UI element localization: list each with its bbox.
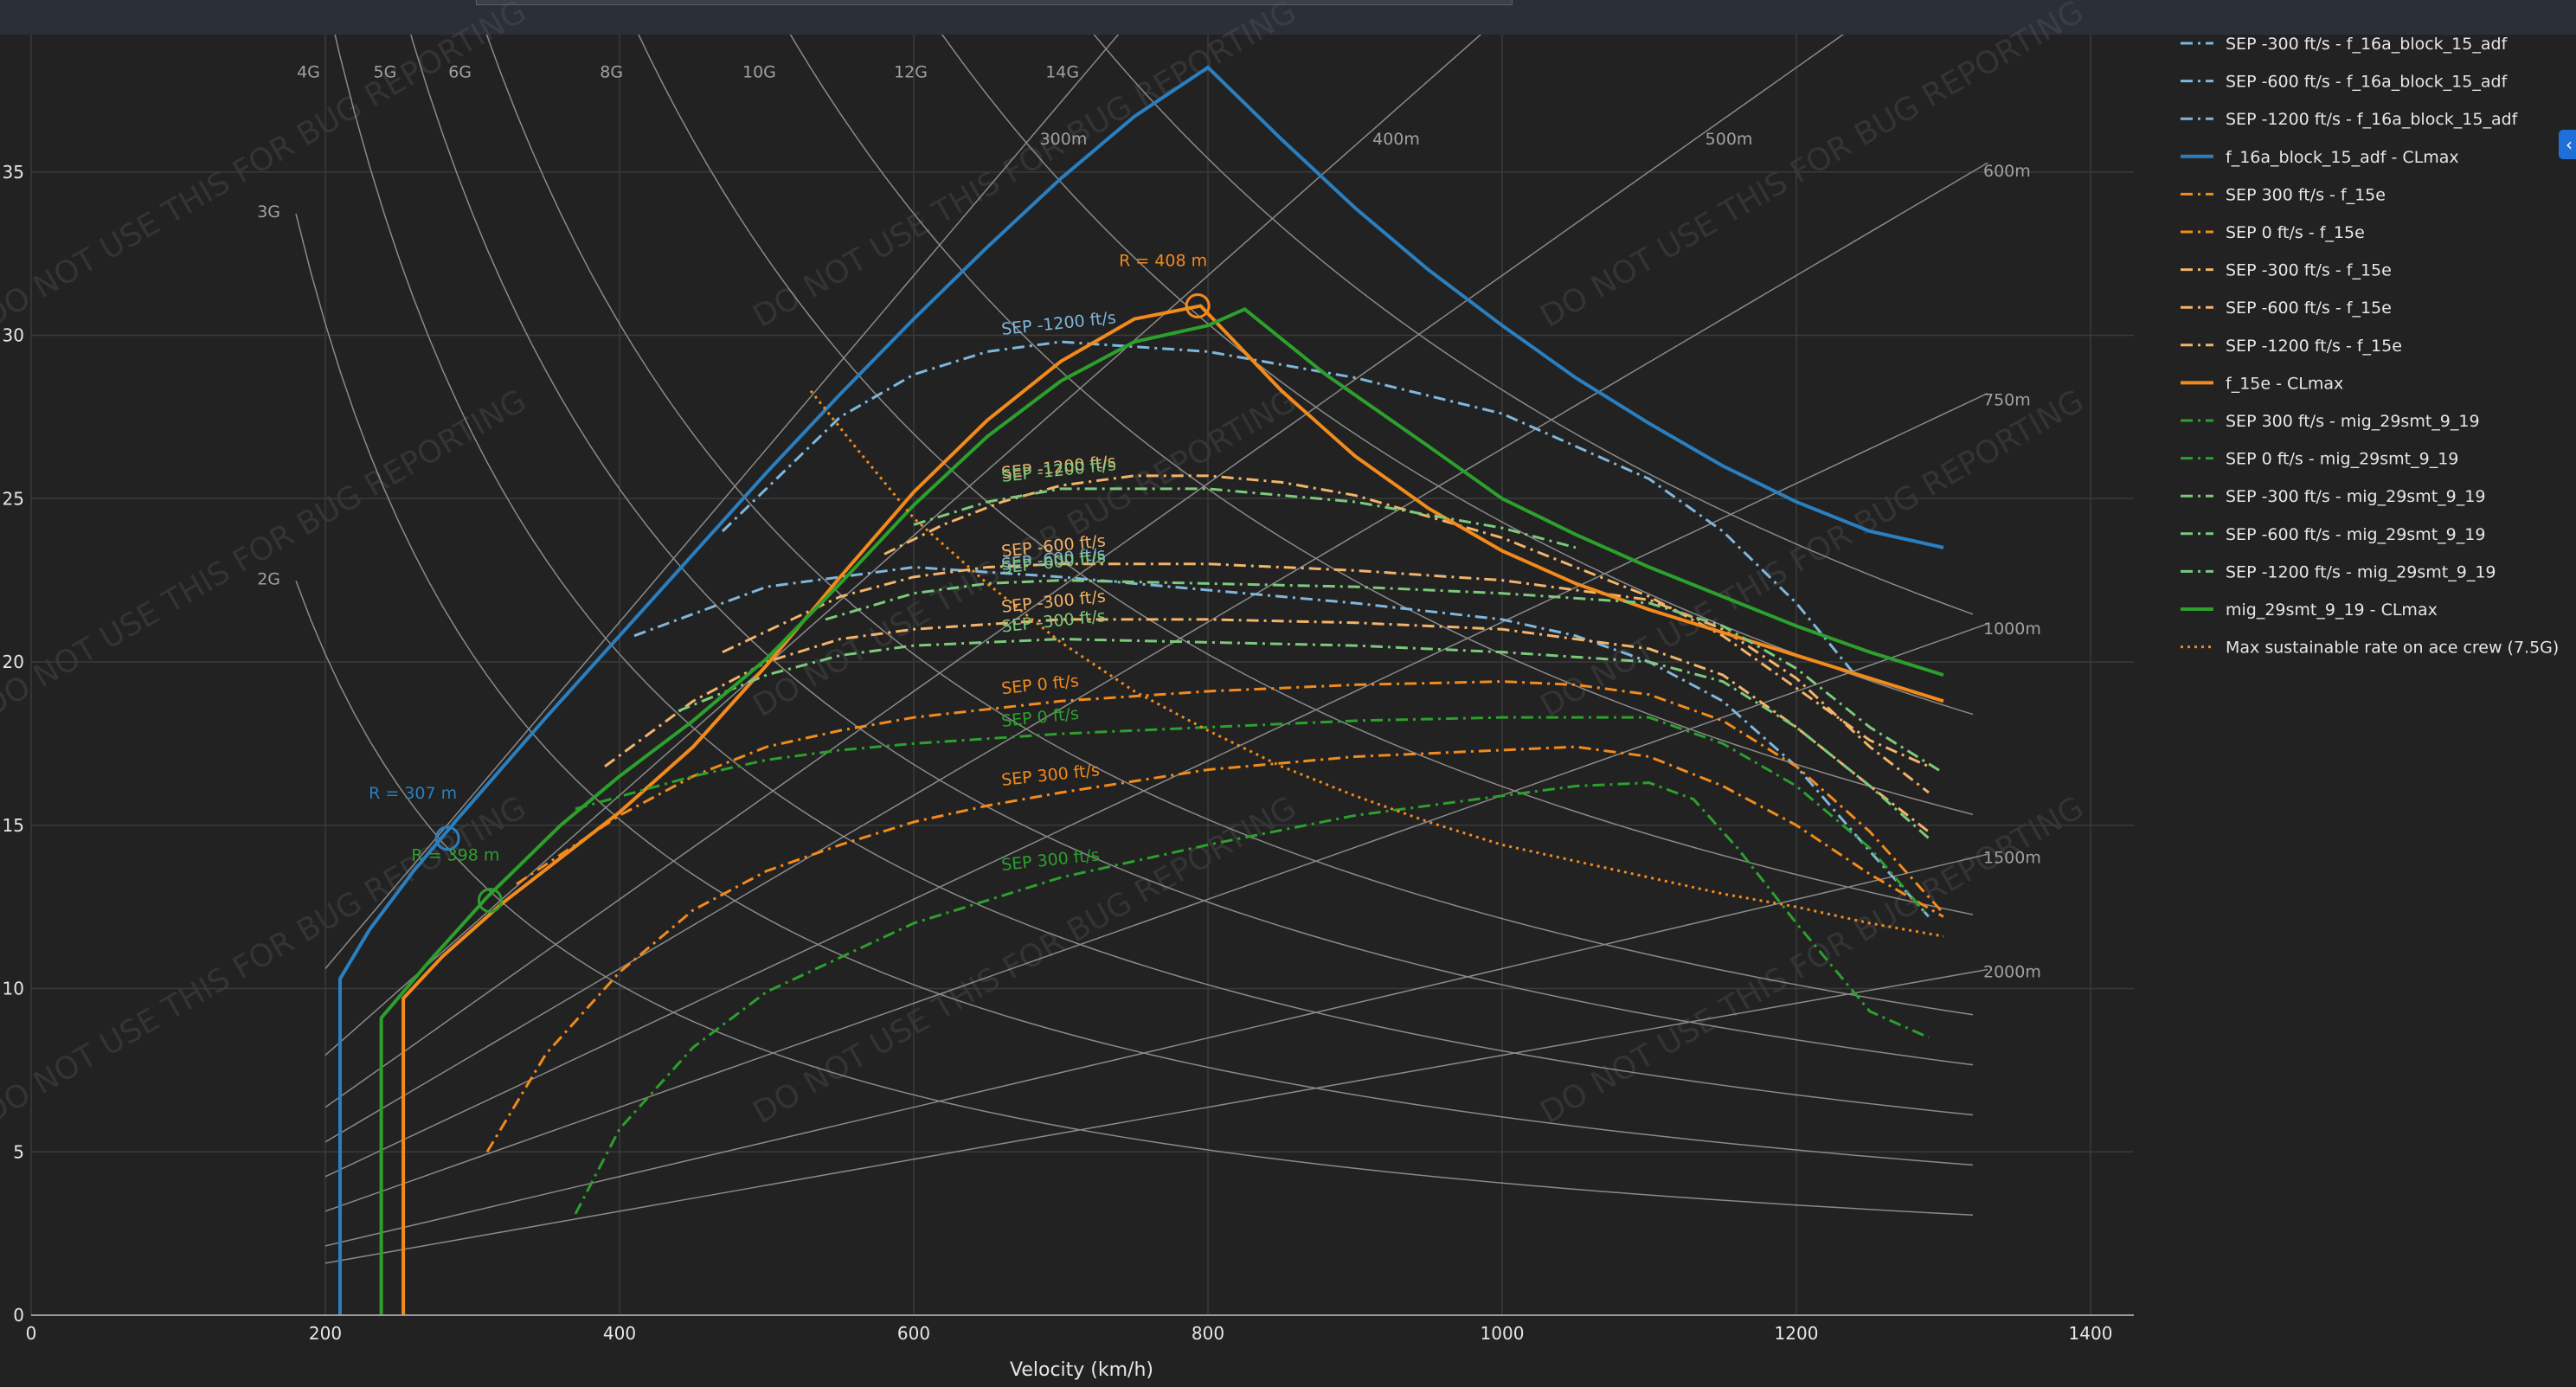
g-line-label: 14G [1045, 63, 1079, 82]
g-line-label: 6G [448, 63, 472, 82]
radius-markers: R = 307 m R = 398 m R = 408 m [369, 252, 1211, 914]
radius-line-label: 750m [1983, 391, 2031, 410]
guide-labels: 2G 3G 4G 5G 6G 8G 10G 12G 14G 300m 400m 500m 600m 750… [257, 63, 2041, 982]
legend-entry: SEP -300 ft/s - mig_29smt_9_19 [2226, 487, 2485, 506]
x-axis-label: Velocity (km/h) [1010, 1359, 1153, 1381]
y-tick-label: 0 [13, 1305, 24, 1326]
legend-entry: SEP 300 ft/s - f_15e [2226, 185, 2386, 204]
radius-line-2000 [324, 968, 1988, 1264]
x-tick-label: 0 [26, 1323, 37, 1344]
series-line [516, 680, 1945, 915]
g-line-label: 3G [257, 202, 280, 222]
chart-background [0, 35, 2576, 1387]
radius-line-500 [324, 35, 1845, 1108]
y-tick-label: 10 [3, 979, 24, 999]
series-line [379, 306, 1944, 1315]
collapse-panel-button[interactable]: ‹ [2559, 130, 2576, 159]
series-line [678, 638, 1930, 839]
legend-entry: Max sustainable rate on ace crew (7.5G) [2226, 639, 2559, 658]
g-line-8 [638, 35, 1974, 915]
legend-entry: f_16a_block_15_adf - CLmax [2226, 148, 2459, 167]
search-input[interactable] [476, 0, 1513, 5]
g-line-2 [295, 581, 1974, 1217]
legend-entry: SEP -1200 ft/s - f_16a_block_15_adf [2226, 110, 2519, 129]
radius-marker [477, 888, 503, 914]
series-line [575, 716, 1930, 918]
g-line-label: 8G [600, 63, 623, 82]
g-line-label: 12G [894, 63, 928, 82]
radius-marker [434, 825, 460, 851]
g-line-label: 4G [297, 63, 320, 82]
radius-line-label: 500m [1706, 130, 1753, 149]
legend-entry: SEP 0 ft/s - f_15e [2226, 223, 2365, 242]
g-line-10 [789, 35, 1974, 816]
radius-line-label: 1000m [1983, 620, 2041, 639]
series-line [825, 579, 1944, 774]
legend-entry: SEP -300 ft/s - f_15e [2226, 261, 2392, 280]
radius-marker-label: R = 398 m [411, 846, 499, 865]
y-tick-label: 35 [3, 162, 24, 183]
radius-marker-label: R = 307 m [369, 784, 457, 803]
legend-entry: SEP -1200 ft/s - mig_29smt_9_19 [2226, 562, 2496, 581]
radius-line-label: 400m [1372, 130, 1420, 149]
g-line-3 [295, 213, 1974, 1166]
radius-marker-label: R = 408 m [1119, 252, 1207, 271]
x-tick-label: 400 [603, 1323, 636, 1344]
y-tick-label: 15 [3, 815, 24, 836]
legend-entry: f_15e - CLmax [2226, 374, 2343, 393]
radius-line-300 [324, 35, 1120, 969]
series-line [485, 745, 1944, 1153]
series-layer [338, 65, 1945, 1315]
g-line-14 [1093, 35, 1974, 615]
x-tick-label: 600 [897, 1323, 930, 1344]
x-tick-label: 1000 [1481, 1323, 1525, 1344]
y-tick-label: 5 [13, 1141, 24, 1162]
x-tick-label: 800 [1192, 1323, 1224, 1344]
radius-line-label: 1500m [1983, 848, 2041, 867]
g-line-label: 2G [257, 569, 280, 588]
y-tick-label: 30 [3, 325, 24, 346]
radius-line-1500 [324, 853, 1988, 1247]
radius-line-label: 300m [1040, 130, 1088, 149]
radius-line-600 [324, 162, 1988, 1143]
series-line [722, 562, 1930, 794]
legend: SEP -300 ft/s - f_16a_block_15_adf SEP -6… [2181, 35, 2559, 658]
legend-entry: SEP -600 ft/s - f_15e [2226, 299, 2392, 318]
axes: 0 200 400 600 800 1000 1200 1400 0 5 10 15 20 25 30 35 [3, 162, 2134, 1344]
legend-entry: SEP -1200 ft/s - f_15e [2226, 337, 2402, 356]
legend-entry: mig_29smt_9_19 - CLmax [2226, 600, 2438, 620]
series-line [913, 487, 1577, 549]
series-line [721, 340, 1857, 677]
g-line-label: 10G [742, 63, 776, 82]
legend-entry: SEP -600 ft/s - f_16a_block_15_adf [2226, 73, 2509, 92]
y-tick-label: 20 [3, 652, 24, 672]
x-tick-label: 1200 [1775, 1323, 1819, 1344]
series-line [883, 474, 1930, 768]
g-and-radius-guides [295, 35, 1988, 1264]
legend-entry: SEP -600 ft/s - mig_29smt_9_19 [2226, 525, 2485, 544]
series-line [401, 304, 1944, 1315]
radius-line-400 [324, 35, 1482, 1056]
radius-line-label: 600m [1983, 162, 2031, 181]
series-line [338, 65, 1944, 1315]
y-tick-label: 25 [3, 488, 24, 509]
series-line [809, 389, 1944, 938]
x-tick-label: 200 [309, 1323, 342, 1344]
g-line-6 [485, 35, 1974, 1016]
chevron-left-icon: ‹ [2566, 134, 2573, 155]
legend-entry: SEP 300 ft/s - mig_29smt_9_19 [2226, 412, 2480, 431]
g-line-5 [410, 35, 1974, 1066]
g-line-label: 5G [373, 63, 396, 82]
series-line [574, 781, 1930, 1215]
g-line-4 [334, 35, 1974, 1116]
legend-entry: SEP 0 ft/s - mig_29smt_9_19 [2226, 450, 2458, 469]
legend-entry: SEP -300 ft/s - f_16a_block_15_adf [2226, 35, 2509, 54]
g-line-12 [941, 35, 1974, 716]
radius-line-1000 [324, 623, 1988, 1212]
x-tick-label: 1400 [2069, 1323, 2113, 1344]
radius-line-label: 2000m [1983, 962, 2041, 981]
radius-marker [1185, 293, 1211, 319]
